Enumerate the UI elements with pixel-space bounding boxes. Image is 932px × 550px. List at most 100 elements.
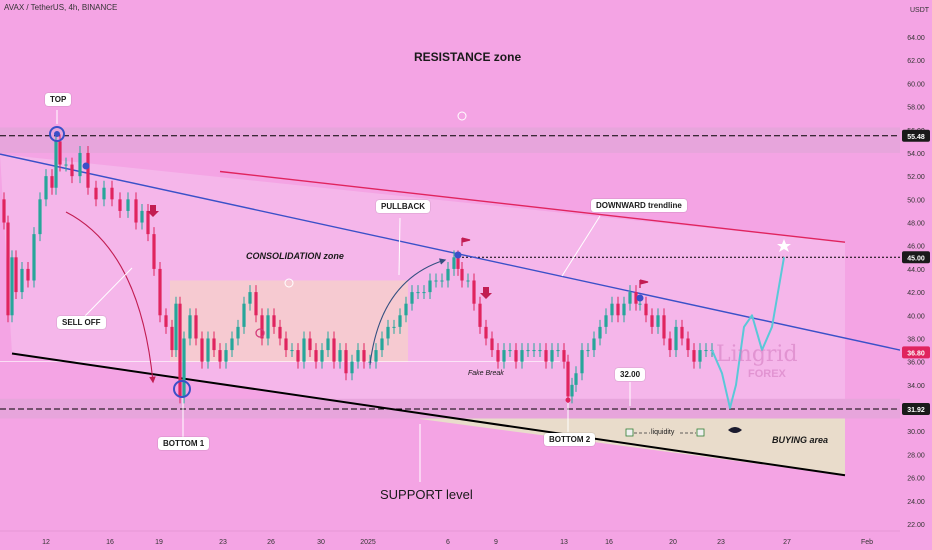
candle [212, 338, 216, 351]
candle [668, 338, 672, 351]
x-tick-label: 13 [560, 539, 568, 546]
candle [2, 199, 6, 223]
candle [118, 199, 122, 211]
candle [86, 152, 90, 188]
candle [50, 176, 54, 188]
candle [64, 164, 68, 166]
pullback-label: PULLBACK [376, 200, 430, 213]
candle [650, 315, 654, 327]
candle [398, 315, 402, 327]
x-tick-label: 23 [717, 539, 725, 546]
y-tick-label: 62.00 [907, 58, 925, 65]
candle [704, 350, 708, 352]
candle [686, 338, 690, 351]
y-tick-label: 26.00 [907, 476, 925, 483]
bottom1-marker [173, 380, 191, 398]
candle [58, 141, 62, 165]
candle [478, 303, 482, 327]
candle [320, 350, 324, 362]
candle [302, 338, 306, 362]
candle [218, 350, 222, 362]
candle [692, 350, 696, 362]
top-marker [49, 126, 65, 142]
candle [332, 338, 336, 362]
candle [574, 373, 578, 385]
price-tag-label: 36.80 [907, 350, 925, 357]
projection-path [711, 257, 785, 410]
resistance-zone-label: RESISTANCE zone [414, 50, 522, 64]
watermark-subtitle: FOREX [748, 368, 786, 380]
x-tick-label: 19 [155, 539, 163, 546]
candle [70, 164, 74, 177]
candle [134, 199, 138, 223]
y-tick-label: 30.00 [907, 429, 925, 436]
y-tick-label: 52.00 [907, 174, 925, 181]
candle [490, 338, 494, 351]
candle [698, 350, 702, 362]
candle [296, 350, 300, 362]
top-label: TOP [45, 93, 72, 106]
candle [422, 292, 426, 294]
price-axis[interactable] [900, 0, 932, 550]
downward-trendline-pointer [561, 215, 601, 277]
y-tick-label: 44.00 [907, 267, 925, 274]
liquidity-label: liquidity [651, 429, 675, 436]
trendline-touch-2 [454, 251, 462, 259]
candle [440, 280, 444, 282]
candle [466, 280, 470, 282]
y-tick-label: 28.00 [907, 452, 925, 459]
candle [586, 350, 590, 352]
candle [44, 176, 48, 200]
y-tick-label: 64.00 [907, 35, 925, 42]
trendline-touch-1 [82, 162, 90, 170]
pullback-arrow [369, 258, 447, 366]
candle [496, 350, 500, 362]
pullback-pointer [398, 217, 401, 276]
info-icon-1 [457, 111, 467, 121]
candle [374, 350, 378, 362]
candle [20, 268, 24, 293]
candle [102, 187, 106, 200]
candle [200, 338, 204, 362]
candle [674, 326, 678, 351]
candle [604, 315, 608, 327]
down-arrow-icon-1 [147, 205, 159, 217]
candle [290, 350, 294, 352]
y-tick-label: 42.00 [907, 290, 925, 297]
candle [456, 257, 460, 269]
y-tick-label: 54.00 [907, 151, 925, 158]
star-icon [777, 239, 791, 252]
candle [266, 315, 270, 339]
candle [224, 350, 228, 362]
price-tag [902, 346, 930, 359]
y-tick-label: 36.00 [907, 360, 925, 367]
candle [428, 280, 432, 293]
candle [638, 303, 642, 305]
downward-trendline [0, 153, 932, 358]
bottom2-marker [565, 397, 571, 403]
candle [182, 338, 186, 397]
consolidation-box [170, 280, 408, 362]
candle [284, 338, 288, 351]
candle [592, 338, 596, 351]
candle [566, 361, 570, 397]
candle [550, 350, 554, 362]
y-tick-label: 40.00 [907, 313, 925, 320]
candle [570, 384, 574, 397]
candle [146, 210, 150, 235]
candle [326, 338, 330, 351]
candle [532, 350, 536, 352]
candle [236, 326, 240, 339]
liquidity-check-right [696, 428, 705, 437]
candle [434, 280, 438, 282]
flag-icon-2 [639, 279, 649, 288]
candle [178, 303, 182, 397]
candle [514, 350, 518, 362]
candle [410, 292, 414, 304]
candle [416, 292, 420, 294]
watermark-logo: Lingrid [716, 342, 798, 367]
candle [350, 361, 354, 374]
price-32-label: 32.00 [615, 368, 646, 381]
